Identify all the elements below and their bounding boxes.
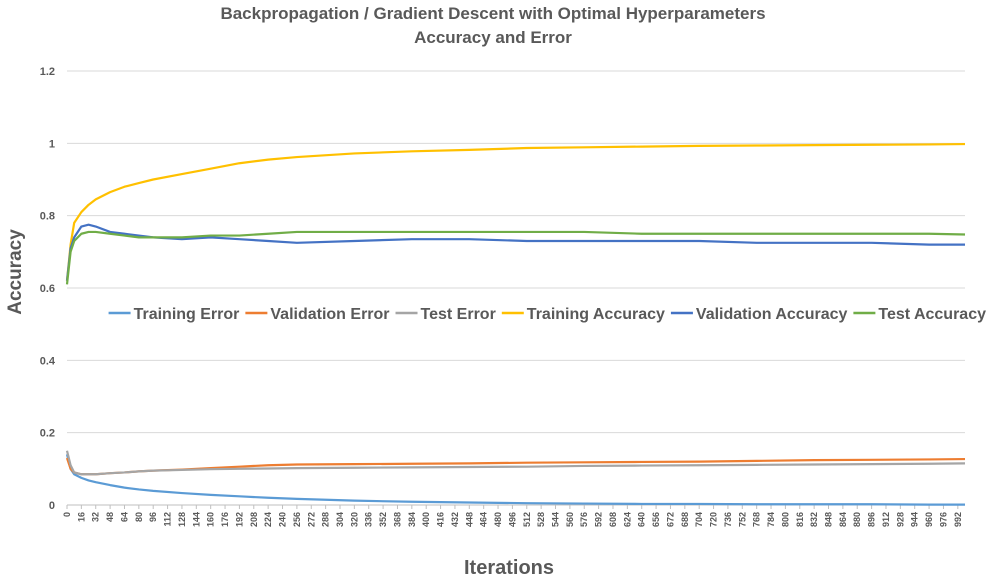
x-tick-label: 624 [622,512,632,527]
x-tick-label: 656 [651,512,661,527]
x-tick-label: 256 [292,512,302,527]
x-tick-label: 928 [895,512,905,527]
x-tick-label: 128 [177,512,187,527]
legend-label: Validation Accuracy [696,306,848,323]
y-axis-label: Accuracy [5,229,26,315]
x-tick-label: 176 [220,512,230,527]
x-tick-label: 528 [536,512,546,527]
chart-title: Backpropagation / Gradient Descent with … [220,4,765,23]
series-line [65,450,966,476]
y-tick-label: 1.2 [40,66,55,78]
x-tick-label: 944 [910,512,920,527]
x-tick-label: 752 [737,512,747,527]
x-tick-label: 272 [306,512,316,527]
x-tick-label: 64 [119,512,129,522]
x-tick-label: 640 [637,512,647,527]
x-tick-label: 688 [680,512,690,527]
x-tick-label: 800 [780,512,790,527]
x-tick-label: 960 [924,512,934,527]
x-tick-label: 208 [249,512,259,527]
y-tick-label: 0 [49,500,55,512]
series-line [65,142,966,281]
x-tick-label: 368 [392,512,402,527]
x-tick-label: 240 [278,512,288,527]
x-tick-label: 912 [881,512,891,527]
x-tick-label: 720 [709,512,719,527]
series-line [65,454,965,506]
x-tick-label: 400 [421,512,431,527]
x-tick-label: 192 [234,512,244,527]
y-tick-label: 0.2 [40,428,55,440]
y-tick-label: 1 [49,138,55,150]
legend-label: Validation Error [270,306,389,323]
x-tick-label: 544 [551,512,561,527]
x-tick-label: 432 [450,512,460,527]
x-tick-label: 448 [464,512,474,527]
x-tick-label: 880 [852,512,862,527]
x-tick-label: 672 [665,512,675,527]
x-tick-label: 352 [378,512,388,527]
x-tick-label: 304 [335,512,345,527]
x-axis-label: Iterations [464,557,554,579]
x-tick-label: 48 [105,512,115,522]
x-tick-label: 336 [364,512,374,527]
x-tick-label: 496 [507,512,517,527]
x-tick-label: 896 [867,512,877,527]
x-tick-label: 768 [752,512,762,527]
x-tick-label: 384 [407,512,417,527]
x-tick-label: 32 [91,512,101,522]
x-tick-label: 704 [694,512,704,527]
x-tick-label: 416 [436,512,446,527]
x-tick-label: 832 [809,512,819,527]
x-tick-label: 80 [134,512,144,522]
x-tick-label: 576 [579,512,589,527]
x-tick-label: 992 [953,512,963,527]
x-tick-label: 160 [206,512,216,527]
legend-label: Training Accuracy [527,306,665,323]
legend-label: Test Accuracy [878,306,986,323]
x-tick-label: 224 [263,512,273,527]
x-tick-label: 96 [148,512,158,522]
x-tick-label: 816 [795,512,805,527]
x-tick-label: 608 [608,512,618,527]
x-tick-label: 480 [493,512,503,527]
y-tick-label: 0.4 [40,355,56,367]
legend: Training Error Validation Error Test Error… [108,306,986,323]
x-tick-label: 976 [938,512,948,527]
x-tick-label: 784 [766,512,776,527]
x-tick-label: 288 [321,512,331,527]
series-line [65,223,965,281]
x-tick-label: 320 [349,512,359,527]
x-tick-label: 112 [163,512,173,527]
series-line [65,230,966,285]
x-tick-label: 848 [824,512,834,527]
y-tick-label: 0.8 [40,211,55,223]
x-tick-label: 464 [479,512,489,527]
chart-subtitle: Accuracy and Error [414,28,572,47]
x-tick-label: 592 [594,512,604,527]
x-tick-label: 0 [62,512,72,517]
legend-label: Test Error [421,306,496,323]
y-tick-label: 0.6 [40,283,55,295]
x-tick-label: 864 [838,512,848,527]
x-tick-label: 512 [522,512,532,527]
legend-label: Training Error [134,306,240,323]
x-tick-label: 736 [723,512,733,527]
x-tick-label: 560 [565,512,575,527]
x-tick-label: 16 [76,512,86,522]
x-tick-label: 144 [191,512,201,527]
